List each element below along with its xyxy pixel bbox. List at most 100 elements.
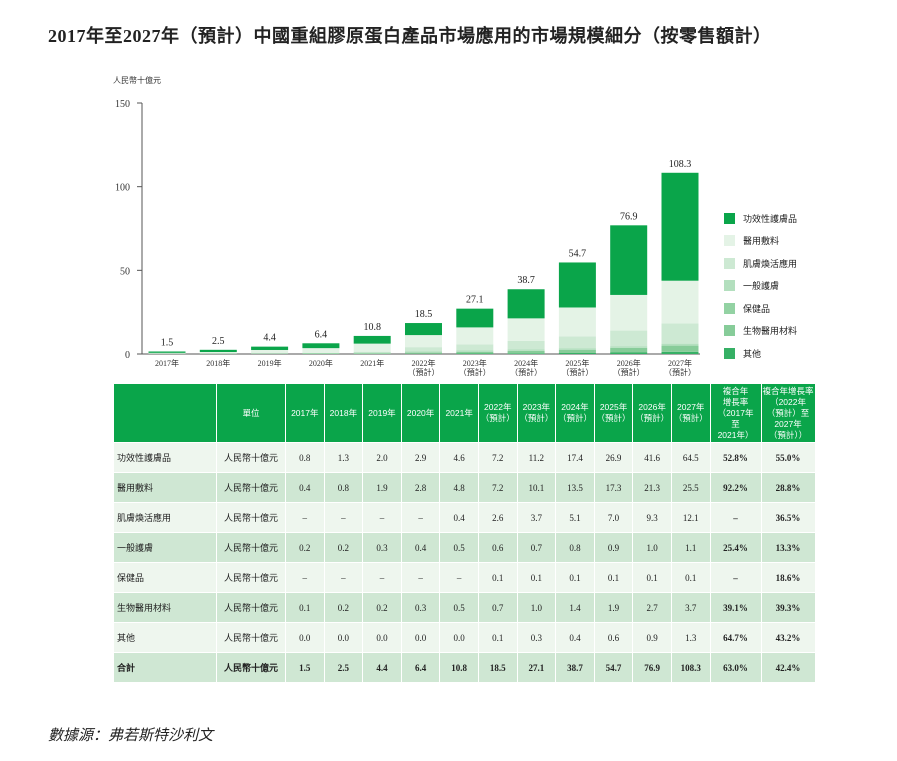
table-cell: 2.0 (362, 442, 402, 473)
legend-swatch (724, 347, 735, 359)
legend-label: 其他 (743, 348, 762, 359)
table-cell: 25.5 (670, 472, 711, 503)
table-cell: 12.1 (670, 502, 711, 533)
bar-segment (610, 352, 648, 354)
table-cell: 0.9 (593, 532, 634, 563)
table-cell: 11.2 (516, 442, 557, 473)
table-row: 生物醫用材料 人民幣十億元 0.1 0.2 0.2 0.3 0.5 0.7 1.0 1.4 1.9 2… (113, 592, 816, 623)
bar-segment (661, 343, 699, 346)
bar-segment (456, 351, 494, 354)
table-cell: 7.2 (477, 472, 518, 503)
bar-segment (558, 352, 596, 354)
table-row: 醫用敷料 人民幣十億元 0.4 0.8 1.9 2.8 4.8 7.2 10.1 13.5 17.3… (113, 472, 816, 503)
bar-segment (302, 348, 340, 353)
table-cell: 42.4% (760, 652, 816, 683)
table-cell: – (285, 502, 325, 533)
table-cell: 26.9 (593, 442, 634, 473)
table-cell: 13.3% (760, 532, 816, 563)
table-cell: – (709, 502, 762, 533)
bar-segment (302, 353, 340, 354)
table-cell: 0.1 (477, 622, 518, 653)
table-cell: 人民幣十億元 (216, 472, 286, 503)
bar-segment (456, 308, 494, 328)
column-header: 2027年 （預計） (670, 383, 711, 443)
table-cell: 52.8% (709, 442, 762, 473)
table-cell: – (362, 562, 402, 593)
stacked-bar-chart: 人民幣十億元 0 50 100 150 1.5 2017年 2.5 2018年 4.4 2019年 6… (113, 75, 700, 377)
table-cell: 27.1 (516, 652, 557, 683)
table-cell: 人民幣十億元 (216, 622, 286, 653)
table-cell: 0.4 (400, 532, 441, 563)
y-tick-label: 0 (125, 350, 130, 361)
bar-segment (610, 330, 648, 347)
bar-segment (199, 349, 237, 352)
row-label: 功效性護膚品 (113, 442, 217, 473)
bar-total-label: 76.9 (620, 211, 638, 222)
table-cell: 1.0 (516, 592, 557, 623)
column-header: 2026年 （預計） (632, 383, 672, 443)
table-cell: 人民幣十億元 (216, 532, 286, 563)
row-label: 保健品 (113, 562, 217, 593)
bar-segment (456, 350, 494, 352)
table-cell: 0.3 (362, 532, 402, 563)
column-header: 2019年 (362, 383, 402, 443)
bar-segment (558, 348, 596, 350)
table-cell: 人民幣十億元 (216, 502, 286, 533)
bar-total-label: 18.5 (415, 309, 433, 320)
bar-segment (353, 351, 391, 353)
legend-label: 生物醫用材料 (743, 326, 798, 337)
bar-segment (661, 280, 699, 324)
table-cell: 0.1 (285, 592, 325, 623)
table-cell: 17.4 (555, 442, 595, 473)
bar-segment (405, 352, 442, 354)
bar-total-label: 1.5 (161, 337, 174, 348)
table-cell: 25.4% (709, 532, 762, 563)
table-cell: 0.2 (323, 592, 364, 623)
column-header: 2023年 （預計） (516, 383, 557, 443)
bar-segment (558, 307, 596, 337)
legend-item: 一般護膚 (724, 275, 797, 298)
table-cell: – (709, 562, 762, 593)
column-header: 2021年 (439, 383, 479, 443)
table-cell: 10.1 (516, 472, 557, 503)
table-cell: 0.7 (516, 532, 557, 563)
table-cell: 5.1 (555, 502, 595, 533)
x-tick-label: （預計） (664, 367, 696, 377)
table-cell: 76.9 (632, 652, 672, 683)
bar-segment (353, 352, 391, 354)
row-label: 一般護膚 (113, 532, 217, 563)
table-row: 其他 人民幣十億元 0.0 0.0 0.0 0.0 0.0 0.1 0.3 0.4 0.6 0.9 1.… (113, 622, 816, 653)
table-row: 肌膚煥活應用 人民幣十億元 – – – –0.4 2.6 3.7 5.1 7.0 9.3 12.1–3… (113, 502, 816, 533)
table-cell: 43.2% (760, 622, 816, 653)
x-tick-label: 2024年 (514, 358, 538, 368)
table-cell: 28.8% (760, 472, 816, 503)
x-tick-label: （預計） (561, 367, 593, 377)
table-cell: 1.9 (362, 472, 402, 503)
table-cell: 1.3 (670, 622, 711, 653)
x-tick-label: （預計） (613, 367, 645, 377)
legend-item: 醫用敷料 (724, 230, 797, 253)
bar-total-label: 54.7 (569, 248, 587, 259)
bar-segment (507, 340, 545, 350)
table-cell: 人民幣十億元 (216, 592, 286, 623)
table-row: 一般護膚 人民幣十億元 0.2 0.2 0.3 0.4 0.5 0.6 0.7 0.8 0.9 1.0… (113, 532, 816, 563)
bar-segment (661, 345, 699, 352)
x-tick-label: （預計） (459, 367, 491, 377)
bar-segment (661, 172, 699, 281)
table-cell: 0.0 (285, 622, 325, 653)
table-cell: 1.9 (593, 592, 634, 623)
table-cell: 7.2 (477, 442, 518, 473)
table-cell: 0.4 (285, 472, 325, 503)
table-row: 功效性護膚品 人民幣十億元 0.8 1.3 2.0 2.9 4.6 7.2 11.2 17.4 26… (113, 442, 816, 473)
bar-segment (302, 343, 340, 349)
table-cell: 39.3% (760, 592, 816, 623)
bar-total-label: 38.7 (517, 275, 535, 286)
table-cell: 0.2 (362, 592, 402, 623)
bar-segment (251, 349, 289, 354)
legend-item: 其他 (724, 342, 797, 365)
table-cell: 0.3 (400, 592, 441, 623)
legend-label: 醫用敷料 (743, 236, 780, 247)
bar-segment (507, 318, 545, 341)
y-axis-label: 人民幣十億元 (113, 75, 161, 85)
table-cell: 人民幣十億元 (216, 442, 286, 473)
